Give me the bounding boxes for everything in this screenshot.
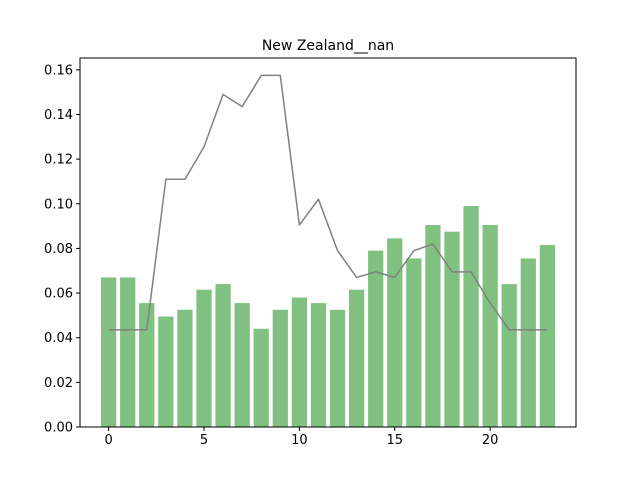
bar-10 — [291, 297, 308, 427]
x-tick-label-5: 5 — [200, 433, 208, 448]
y-tick-label-0: 0.00 — [44, 421, 73, 436]
bar-17 — [425, 224, 441, 427]
axes-layer: 0 5 10 15 20 0.00 0.02 0.04 0.06 0.08 0.10 0.12 0.14… — [44, 57, 577, 448]
x-tick-label-20: 20 — [482, 433, 499, 448]
bar-15 — [387, 238, 403, 427]
bar-9 — [272, 309, 288, 427]
bars-layer — [100, 206, 556, 427]
plot-frame — [79, 57, 577, 428]
bar-11 — [310, 303, 327, 427]
bar-5 — [196, 289, 212, 427]
y-tick-label-5: 0.10 — [44, 197, 73, 212]
bar-0 — [100, 277, 117, 427]
x-tick-label-10: 10 — [291, 433, 308, 448]
bar-13 — [348, 289, 365, 427]
bar-2 — [139, 303, 155, 427]
y-tick-label-7: 0.14 — [44, 108, 73, 123]
y-tick-label-8: 0.16 — [44, 63, 73, 78]
bar-12 — [329, 309, 346, 427]
y-tick-label-4: 0.08 — [44, 242, 73, 257]
x-tick-label-15: 15 — [386, 433, 403, 448]
y-tick-label-3: 0.06 — [44, 287, 73, 302]
y-tick-label-1: 0.02 — [44, 376, 73, 391]
bar-21 — [501, 284, 517, 427]
bar-4 — [177, 309, 193, 427]
bar-23 — [539, 245, 556, 427]
bar-1 — [120, 277, 136, 427]
bar-19 — [463, 206, 479, 427]
bar-22 — [520, 258, 536, 427]
bar-16 — [406, 258, 422, 427]
bar-20 — [482, 224, 498, 427]
bar-7 — [234, 303, 250, 427]
bar-8 — [253, 328, 269, 427]
bar-18 — [444, 231, 460, 427]
y-tick-label-2: 0.04 — [44, 331, 73, 346]
y-tick-label-6: 0.12 — [44, 153, 73, 168]
line-layer — [108, 74, 548, 331]
x-tick-label-0: 0 — [104, 433, 112, 448]
bar-6 — [215, 284, 231, 427]
chart-title: New Zealand__nan — [262, 38, 394, 54]
line-series — [108, 74, 548, 331]
bar-3 — [158, 316, 174, 427]
bar-14 — [368, 250, 384, 427]
